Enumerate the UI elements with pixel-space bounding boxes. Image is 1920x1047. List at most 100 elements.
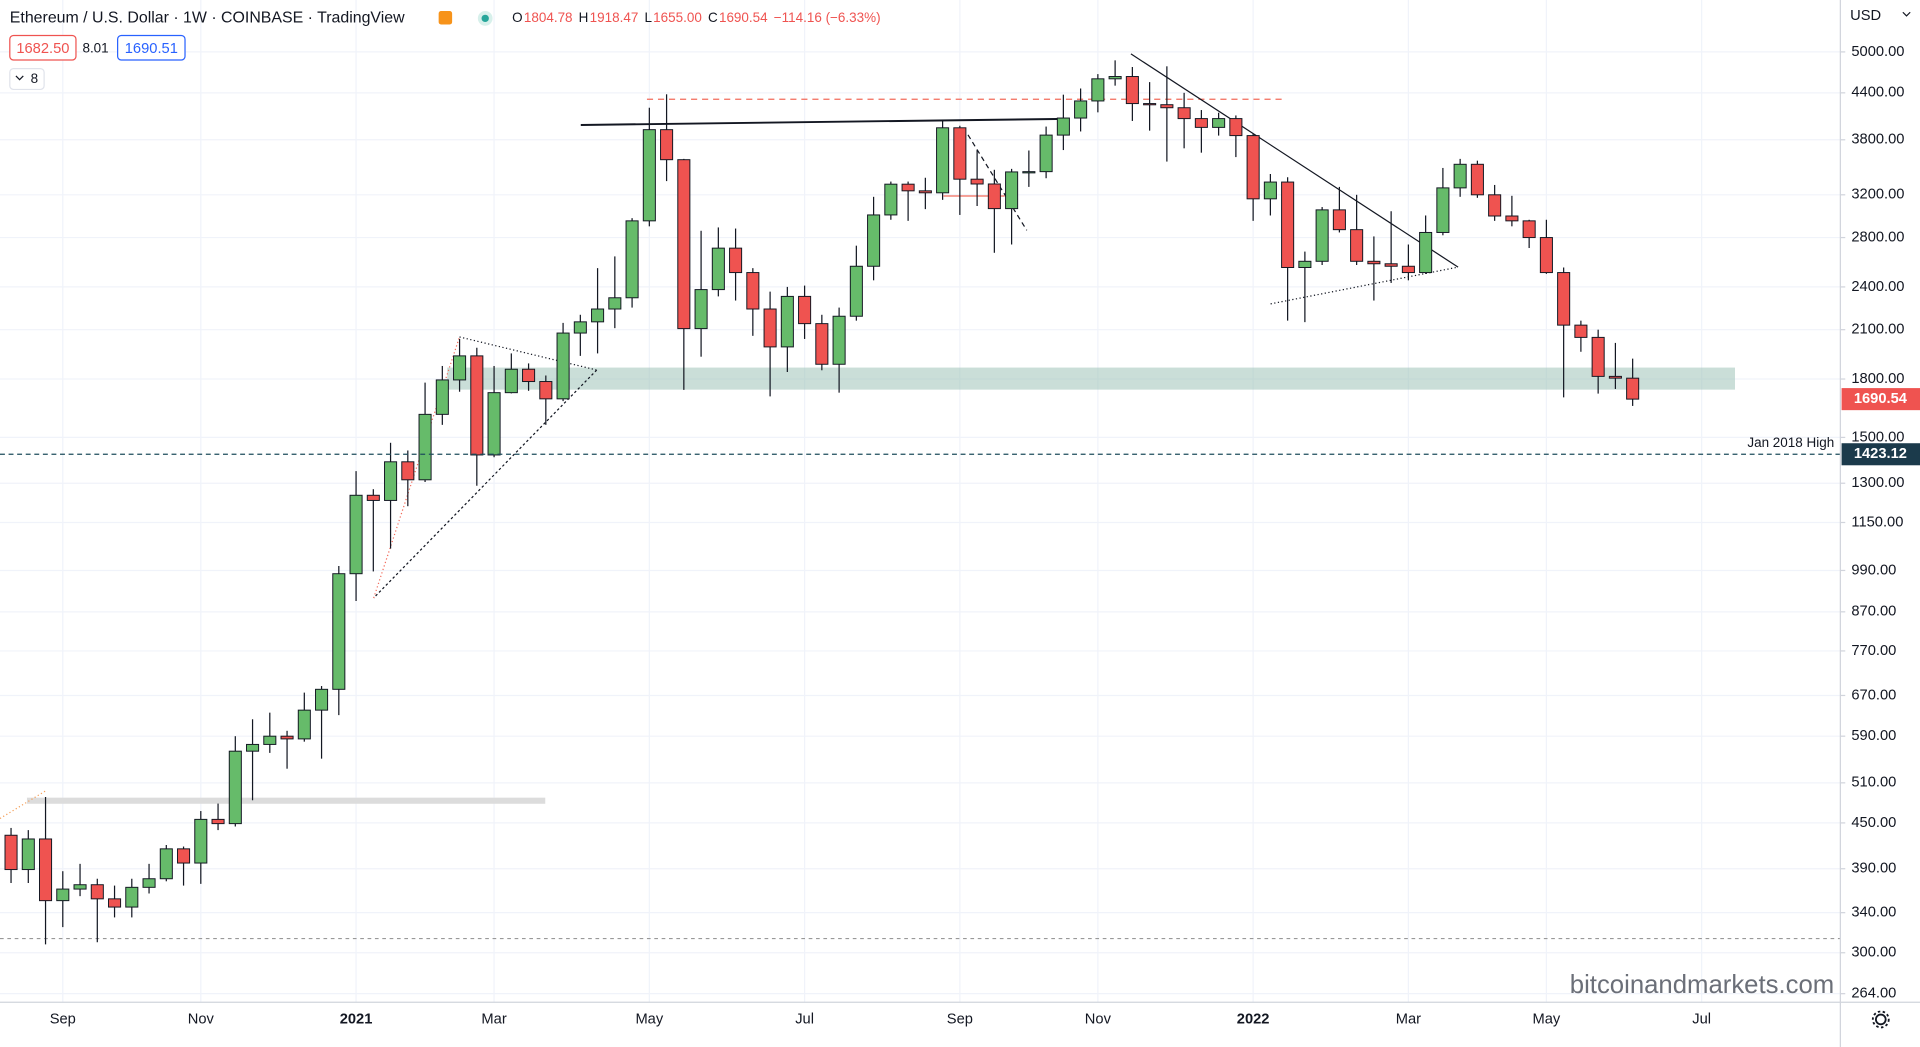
candle-body xyxy=(815,323,829,365)
trend-line xyxy=(1130,53,1459,268)
last-price-tag xyxy=(1841,388,1920,411)
candle-body xyxy=(1608,375,1622,379)
y-tick-label: 870.00 xyxy=(1851,604,1896,620)
gear[interactable] xyxy=(1874,1013,1887,1026)
last-price-label: 1690.54 xyxy=(1854,391,1908,407)
ohlc-value: 1690.54 xyxy=(719,10,768,25)
candle-body xyxy=(1384,263,1398,267)
candle-body xyxy=(39,838,53,902)
triangle-line xyxy=(459,336,597,371)
candle-body xyxy=(228,750,242,825)
indicators-count[interactable]: 8 xyxy=(31,71,38,86)
settings-icon[interactable] xyxy=(1871,1010,1890,1029)
buy-price[interactable]: 1690.51 xyxy=(125,41,178,57)
y-tick-label: 2100.00 xyxy=(1851,322,1904,338)
candle-body xyxy=(435,379,449,415)
candle-body xyxy=(1574,324,1588,338)
candle-body xyxy=(1074,100,1088,119)
buy-button[interactable] xyxy=(117,34,186,61)
candle-body xyxy=(918,190,932,194)
candle-body xyxy=(1315,209,1329,262)
candle-body xyxy=(1298,260,1312,268)
logo-icon xyxy=(438,11,453,25)
candle-body xyxy=(1626,377,1640,400)
level-label: Jan 2018 High xyxy=(1747,435,1834,450)
chevron[interactable] xyxy=(15,75,24,81)
currency-label: USD xyxy=(1850,8,1881,24)
x-tick-label: May xyxy=(635,1011,663,1027)
y-tick-label: 450.00 xyxy=(1851,815,1896,831)
candle-body xyxy=(884,183,898,216)
level-tag-label: 1423.12 xyxy=(1854,446,1907,462)
candle-body xyxy=(1470,163,1484,196)
candle-body xyxy=(418,413,432,481)
candle-body xyxy=(142,878,156,888)
candle-body xyxy=(1143,103,1157,106)
candle-body xyxy=(1160,104,1174,109)
gear-teeth[interactable] xyxy=(1871,1010,1890,1029)
sell-button[interactable] xyxy=(9,34,77,61)
candle-body xyxy=(263,735,277,745)
candle-body xyxy=(729,247,743,274)
candle-body xyxy=(573,321,587,334)
y-tick-label: 264.00 xyxy=(1851,986,1896,1002)
x-tick-label: Nov xyxy=(188,1011,215,1027)
y-tick-label: 4400.00 xyxy=(1851,85,1904,101)
currency-menu[interactable] xyxy=(1902,11,1911,17)
y-tick-label: 390.00 xyxy=(1851,861,1896,877)
candle-body xyxy=(401,461,415,481)
candle-body xyxy=(1401,265,1415,274)
watermark: bitcoinandmarkets.com xyxy=(1570,971,1834,999)
candle-body xyxy=(556,332,570,400)
drawings xyxy=(0,53,1841,940)
x-tick-label: May xyxy=(1533,1011,1561,1027)
candle-body xyxy=(177,848,191,864)
candle-body xyxy=(608,297,622,310)
candle-body xyxy=(90,884,104,900)
sell-price[interactable]: 1682.50 xyxy=(16,41,69,57)
candle-body xyxy=(1005,171,1019,210)
grid xyxy=(0,0,1841,1003)
indicators-toggle[interactable] xyxy=(9,68,45,91)
y-tick-label: 340.00 xyxy=(1851,905,1896,921)
candle-body xyxy=(901,183,915,192)
candle-body xyxy=(1367,260,1381,265)
candle-body xyxy=(522,368,536,383)
candle-body xyxy=(1022,171,1036,174)
annotations: Jan 2018 High xyxy=(0,435,1841,455)
candle-body xyxy=(1332,209,1346,231)
candle-body xyxy=(1557,272,1571,326)
candle-body xyxy=(798,295,812,325)
candle-body xyxy=(297,709,311,740)
x-tick-label: Mar xyxy=(1396,1011,1421,1027)
support-zone xyxy=(447,367,1735,390)
trend-line xyxy=(1270,266,1459,305)
candle-body xyxy=(1591,336,1605,377)
dashed-line xyxy=(967,134,1028,231)
ohlc-key: L xyxy=(644,10,652,25)
candle-body xyxy=(194,818,208,864)
candle-body xyxy=(453,355,467,381)
candle-body xyxy=(1263,181,1277,200)
candles xyxy=(4,60,1640,945)
candle-body xyxy=(677,159,691,330)
candle-body xyxy=(1539,237,1553,274)
candle-body xyxy=(591,308,605,323)
candle-body xyxy=(953,127,967,180)
candle-body xyxy=(625,220,639,299)
candle-body xyxy=(780,295,794,348)
ohlc-key: H xyxy=(579,10,589,25)
candle-body xyxy=(1281,181,1295,268)
resistance-zone xyxy=(26,797,546,804)
candle-body xyxy=(1125,76,1139,105)
candle-body xyxy=(504,368,518,394)
x-tick-label: 2021 xyxy=(340,1011,373,1027)
trend-line xyxy=(580,117,1066,126)
candle-body xyxy=(867,214,881,267)
y-tick-label: 300.00 xyxy=(1851,945,1896,961)
y-tick-label: 3200.00 xyxy=(1851,187,1904,203)
candle-body xyxy=(349,494,363,575)
y-tick-label: 1150.00 xyxy=(1851,514,1903,530)
candle-body xyxy=(642,129,656,222)
candle-body xyxy=(246,743,260,752)
